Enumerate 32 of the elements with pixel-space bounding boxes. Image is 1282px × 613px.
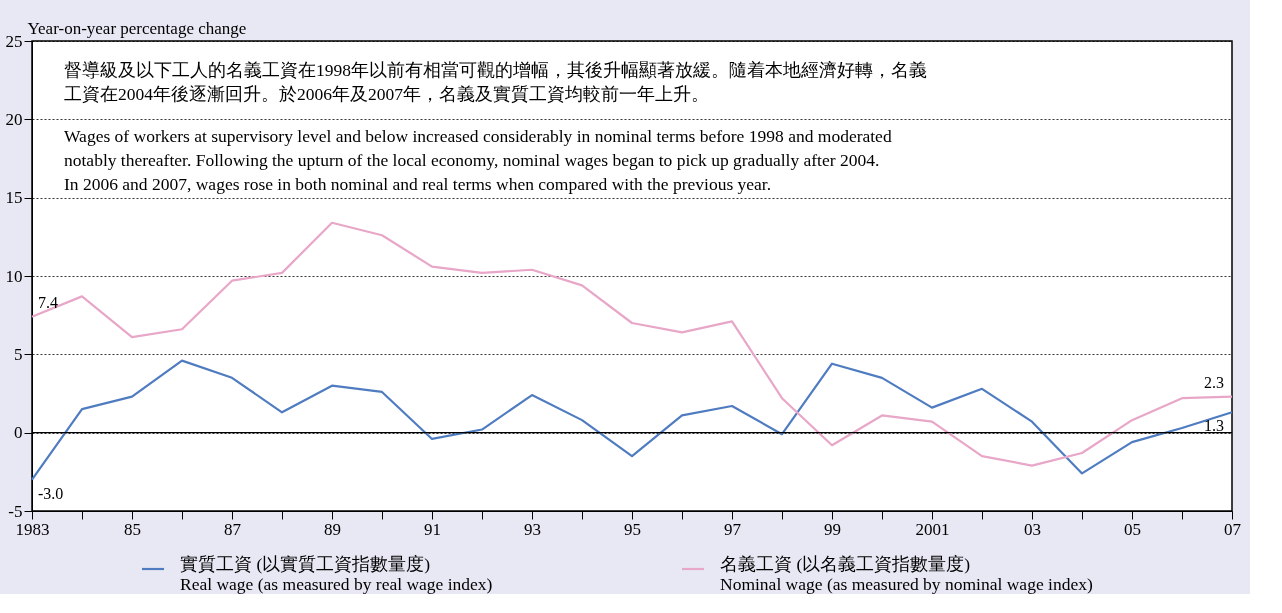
annotation: In 2006 and 2007, wages rose in both nominal and real terms when compared with the previous year. — [64, 174, 772, 194]
x-tick-label: 07 — [1224, 519, 1242, 539]
y-tick-label: 0 — [14, 423, 23, 443]
y-tick-label: 15 — [5, 188, 23, 208]
data-label: -3.0 — [38, 484, 64, 502]
data-label: 7.4 — [38, 293, 58, 311]
x-tick-label: 2001 — [915, 519, 950, 539]
y-axis-title: Year-on-year percentage change — [27, 18, 247, 38]
y-tick-label: -5 — [8, 501, 23, 521]
y-tick-label: 5 — [14, 344, 23, 364]
x-tick-label: 91 — [424, 519, 441, 539]
x-tick-label: 93 — [524, 519, 541, 539]
data-label: 1.3 — [1204, 417, 1224, 435]
x-tick-label: 97 — [724, 519, 742, 539]
annotation: 工資在2004年後逐漸回升。於2006年及2007年，名義及實質工資均較前一年上升。 — [64, 84, 709, 104]
x-tick-label: 95 — [624, 519, 641, 539]
x-tick-label: 05 — [1124, 519, 1141, 539]
data-label: 2.3 — [1204, 373, 1224, 391]
x-tick-label: 89 — [324, 519, 341, 539]
y-tick-label: 25 — [5, 31, 23, 51]
x-tick-label: 85 — [124, 519, 141, 539]
x-tick-label: 1983 — [15, 519, 50, 539]
y-tick-label: 20 — [5, 109, 23, 129]
x-tick-label: 03 — [1024, 519, 1041, 539]
annotation: notably thereafter. Following the upturn of the local economy, nominal wages began to pick up gradually after 2004. — [64, 150, 880, 170]
y-tick-label: 10 — [5, 266, 23, 286]
annotation: 督導級及以下工人的名義工資在1998年以前有相當可觀的增幅，其後升幅顯著放緩。隨着本地經濟好轉，名義 — [64, 60, 927, 80]
x-tick-label: 87 — [224, 519, 242, 539]
x-tick-label: 99 — [824, 519, 841, 539]
legend-label: 名義工資 (以名義工資指數量度) Nominal wage (as measured by nominal wage index) — [720, 554, 1093, 594]
annotation: Wages of workers at supervisory level and below increased considerably in nominal terms before 1998 and moderated — [64, 126, 892, 146]
legend-label: 實質工資 (以實質工資指數量度) Real wage (as measured by real wage index) — [180, 554, 493, 594]
